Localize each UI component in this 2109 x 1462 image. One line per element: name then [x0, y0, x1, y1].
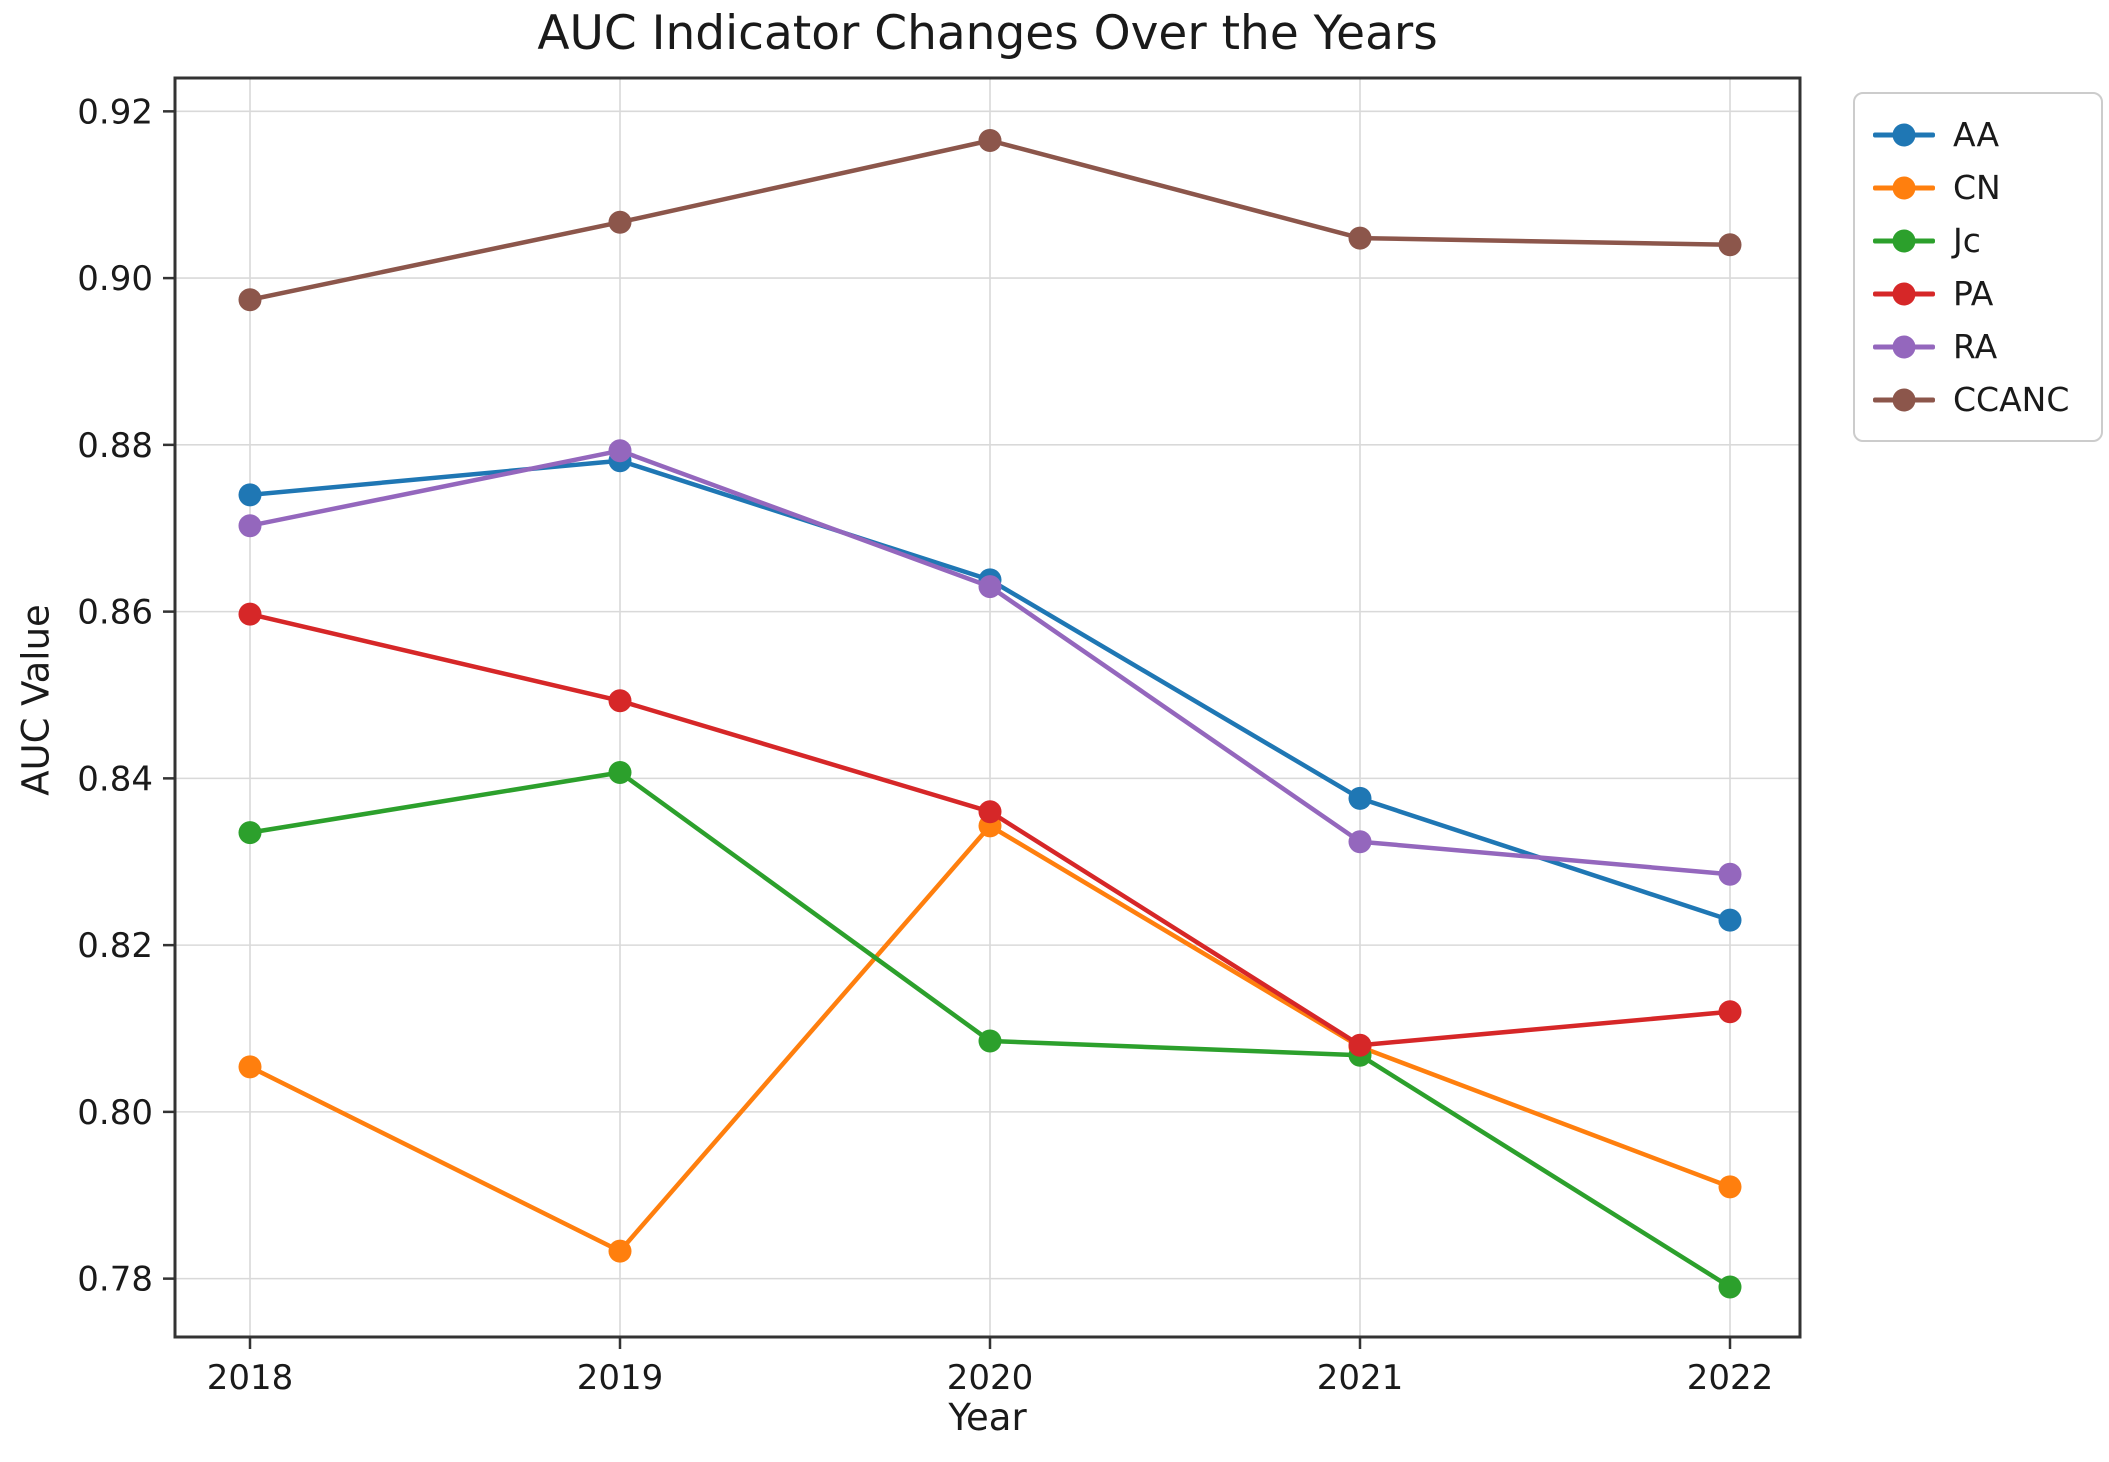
legend-item-CCANC: CCANC — [1873, 373, 2083, 426]
y-tick-label: 0.92 — [77, 92, 153, 132]
legend-item-Jc: Jc — [1873, 214, 2083, 267]
legend-marker-icon — [1873, 282, 1935, 306]
legend-label: CCANC — [1953, 380, 2070, 419]
data-point-Jc-2018 — [238, 821, 262, 845]
legend-item-AA: AA — [1873, 108, 2083, 161]
legend-marker-icon — [1873, 335, 1935, 359]
legend-item-PA: PA — [1873, 267, 2083, 320]
data-point-RA-2018 — [238, 514, 262, 538]
data-point-Jc-2020 — [978, 1029, 1002, 1053]
axes-spines — [173, 76, 1802, 1339]
legend-label: CN — [1953, 168, 2001, 207]
data-point-PA-2022 — [1718, 1000, 1742, 1024]
y-tick-label: 0.90 — [77, 259, 153, 299]
legend: AA CN Jc PA RA CCANC — [1853, 92, 2103, 442]
legend-item-CN: CN — [1873, 161, 2083, 214]
y-tick-label: 0.82 — [77, 926, 153, 966]
data-point-AA-2022 — [1718, 908, 1742, 932]
x-axis-label: Year — [948, 1396, 1027, 1439]
data-point-Jc-2019 — [608, 761, 632, 784]
data-point-CN-2019 — [608, 1239, 632, 1263]
legend-marker-icon — [1873, 176, 1935, 200]
data-point-PA-2018 — [238, 602, 262, 626]
data-point-CN-2022 — [1718, 1175, 1742, 1199]
legend-label: AA — [1953, 115, 2000, 154]
chart-title: AUC Indicator Changes Over the Years — [537, 6, 1438, 61]
legend-marker-icon — [1873, 123, 1935, 147]
data-point-RA-2022 — [1718, 862, 1742, 886]
data-point-RA-2019 — [608, 439, 632, 463]
data-point-CCANC-2021 — [1348, 226, 1372, 250]
data-point-RA-2021 — [1348, 830, 1372, 854]
y-tick-label: 0.86 — [77, 593, 153, 633]
data-point-RA-2020 — [978, 575, 1002, 599]
x-tick-label: 2022 — [1687, 1358, 1774, 1398]
data-point-AA-2021 — [1348, 786, 1372, 810]
data-point-PA-2019 — [608, 689, 632, 713]
x-tick-label: 2021 — [1317, 1358, 1404, 1398]
x-tick-label: 2019 — [577, 1358, 664, 1398]
data-point-CCANC-2020 — [978, 129, 1002, 152]
data-point-CCANC-2018 — [238, 288, 262, 312]
legend-marker-icon — [1873, 229, 1935, 253]
data-point-PA-2020 — [978, 800, 1002, 824]
legend-marker-icon — [1873, 388, 1935, 412]
data-point-CCANC-2022 — [1718, 233, 1742, 257]
legend-label: RA — [1953, 327, 1998, 366]
legend-label: Jc — [1953, 221, 1981, 260]
data-point-CCANC-2019 — [608, 210, 632, 234]
x-tick-label: 2020 — [947, 1358, 1034, 1398]
y-tick-label: 0.84 — [77, 759, 153, 799]
data-point-AA-2018 — [238, 483, 262, 507]
x-tick-label: 2018 — [207, 1358, 294, 1398]
data-point-CN-2018 — [238, 1055, 262, 1079]
legend-label: PA — [1953, 274, 1994, 313]
y-tick-label: 0.78 — [77, 1260, 153, 1300]
y-tick-label: 0.80 — [77, 1093, 153, 1133]
data-point-Jc-2022 — [1718, 1275, 1742, 1299]
legend-item-RA: RA — [1873, 320, 2083, 373]
data-point-PA-2021 — [1348, 1033, 1372, 1057]
y-tick-label: 0.88 — [77, 426, 153, 466]
